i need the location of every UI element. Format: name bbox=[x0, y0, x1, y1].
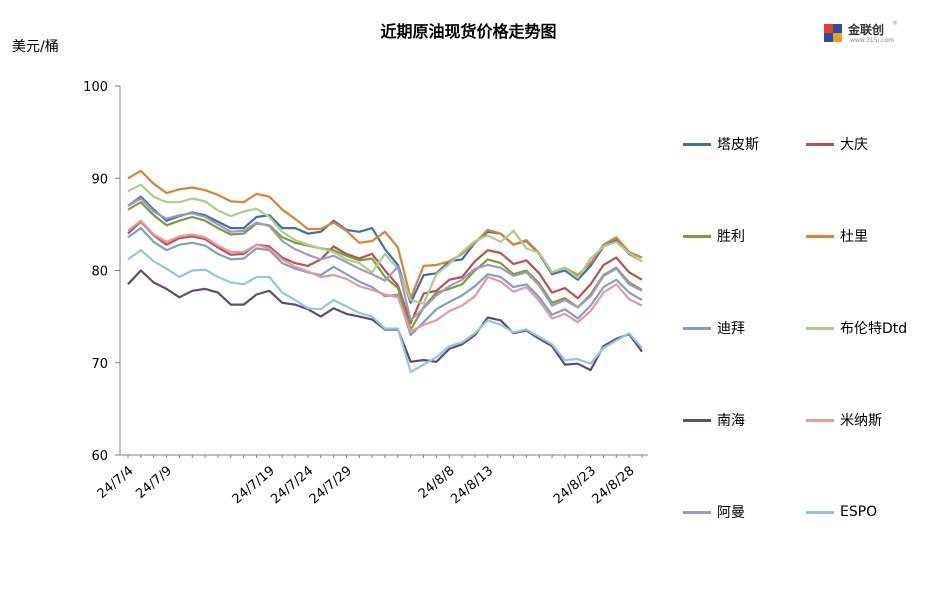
legend-item: 胜利 bbox=[683, 226, 745, 246]
legend-label: 阿曼 bbox=[717, 505, 745, 521]
legend-label: 南海 bbox=[717, 413, 745, 429]
legend-swatch bbox=[806, 510, 834, 514]
chart-title: 近期原油现货价格走势图 bbox=[380, 22, 557, 41]
legend-swatch bbox=[683, 234, 711, 238]
legend-label: 布伦特Dtd bbox=[840, 321, 908, 337]
brand-logo: 金联创 www.315i.com ® bbox=[822, 20, 902, 48]
legend-label: 迪拜 bbox=[717, 321, 745, 337]
legend-swatch bbox=[683, 418, 711, 422]
legend-item: 米纳斯 bbox=[806, 410, 882, 430]
logo-text: 金联创 bbox=[848, 23, 885, 37]
x-tick-label: 24/7/29 bbox=[307, 464, 355, 508]
y-tick-label: 70 bbox=[91, 357, 108, 372]
series-line-7 bbox=[127, 269, 643, 372]
legend-swatch bbox=[806, 142, 834, 146]
series-line-6 bbox=[127, 183, 643, 305]
x-tick-label: 24/8/23 bbox=[551, 464, 599, 508]
legend-item: 大庆 bbox=[806, 134, 868, 154]
x-tick-label: 24/7/24 bbox=[268, 464, 316, 508]
legend-label: 杜里 bbox=[840, 229, 868, 245]
logo-registered-mark: ® bbox=[892, 20, 898, 27]
y-tick-label: 90 bbox=[91, 172, 108, 187]
legend-swatch bbox=[806, 326, 834, 330]
legend-swatch bbox=[806, 418, 834, 422]
y-tick-label: 60 bbox=[91, 449, 108, 464]
legend-item: 阿曼 bbox=[683, 502, 745, 522]
legend-swatch bbox=[683, 142, 711, 146]
legend-label: 米纳斯 bbox=[840, 413, 882, 429]
legend-item: 布伦特Dtd bbox=[806, 318, 907, 338]
legend-item: 南海 bbox=[683, 410, 745, 430]
logo-mark-icon bbox=[824, 24, 842, 42]
x-tick-label: 24/7/4 bbox=[95, 464, 137, 502]
logo-url: www.315i.com bbox=[850, 37, 894, 44]
legend-swatch bbox=[683, 510, 711, 514]
legend-item: 迪拜 bbox=[683, 318, 745, 338]
series-line-5 bbox=[127, 227, 643, 337]
legend-label: ESPO bbox=[840, 504, 878, 520]
y-axis-unit-label: 美元/桶 bbox=[12, 39, 59, 55]
legend-item: 塔皮斯 bbox=[683, 134, 759, 154]
legend-swatch bbox=[806, 234, 834, 238]
series-line-10 bbox=[127, 249, 643, 374]
series-line-1 bbox=[127, 195, 643, 304]
x-tick-label: 24/8/28 bbox=[590, 464, 638, 508]
y-tick-label: 80 bbox=[91, 265, 108, 280]
x-tick-label: 24/7/19 bbox=[230, 464, 278, 508]
x-tick-label: 24/8/13 bbox=[448, 464, 496, 508]
legend-label: 大庆 bbox=[840, 137, 868, 153]
series-line-3 bbox=[127, 201, 643, 331]
series-line-2 bbox=[127, 220, 643, 325]
legend-label: 塔皮斯 bbox=[717, 137, 759, 153]
legend-swatch bbox=[683, 326, 711, 330]
series-line-9 bbox=[127, 197, 643, 322]
legend-label: 胜利 bbox=[717, 229, 745, 245]
legend-item: ESPO bbox=[806, 502, 877, 522]
legend-item: 杜里 bbox=[806, 226, 868, 246]
y-tick-label: 100 bbox=[83, 80, 108, 95]
series-line-8 bbox=[127, 219, 643, 333]
x-tick-label: 24/7/9 bbox=[133, 464, 175, 502]
